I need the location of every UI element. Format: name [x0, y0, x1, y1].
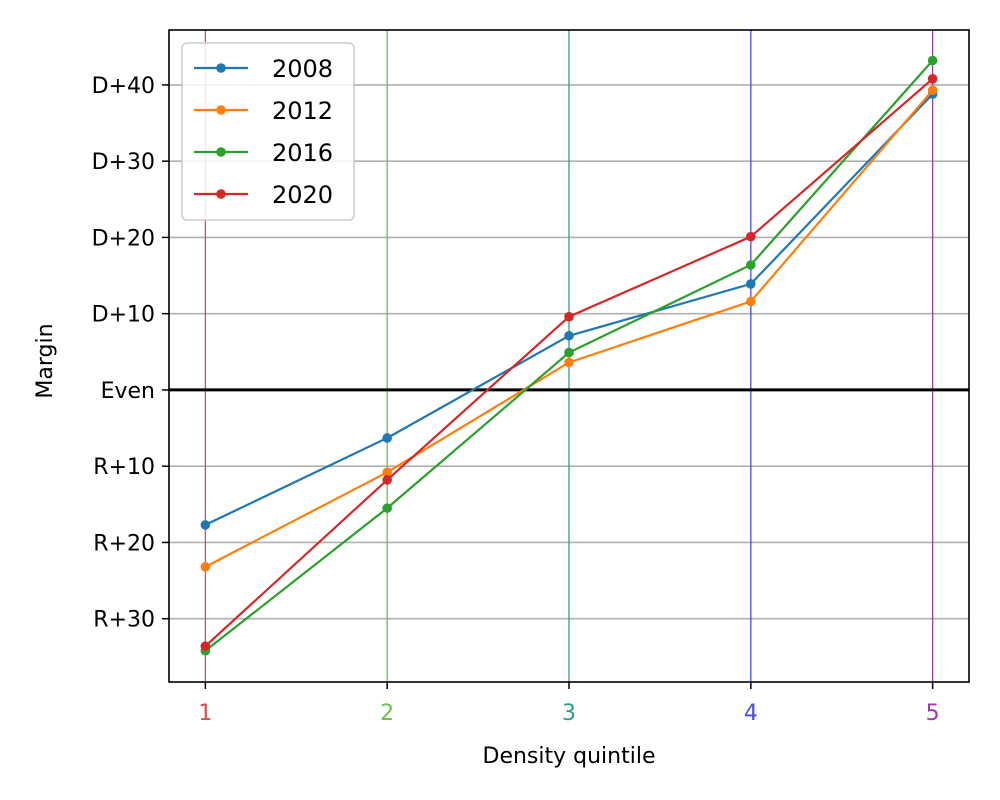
series-layer: [200, 55, 938, 656]
data-point: [200, 520, 211, 530]
x-tick-label: 5: [926, 701, 940, 726]
legend-swatch-marker: [216, 63, 226, 73]
y-tick-label: D+20: [92, 226, 155, 251]
y-axis-label: Margin: [33, 323, 58, 398]
data-point: [746, 296, 756, 307]
data-point: [564, 330, 574, 341]
data-point: [382, 467, 392, 478]
legend-box: [181, 42, 355, 221]
data-point: [382, 475, 392, 485]
legend-item: 2012: [194, 97, 333, 125]
x-axis-label: Density quintile: [483, 744, 656, 769]
data-point: [564, 357, 574, 368]
x-axis-ticks: 1 2 3 4 5: [198, 682, 940, 726]
y-tick-label: D+30: [92, 150, 155, 175]
x-tick-label: 2: [380, 701, 394, 726]
y-tick-label: R+20: [93, 531, 155, 556]
legend-item: 2016: [194, 139, 333, 167]
data-point: [927, 74, 938, 84]
x-tick-label: 3: [562, 701, 576, 726]
data-point: [382, 433, 392, 443]
x-tick-label: 1: [198, 701, 212, 726]
data-point: [927, 55, 938, 66]
y-tick-label: D+10: [92, 303, 155, 328]
legend-swatch-marker: [216, 105, 226, 115]
legend-swatch-marker: [216, 189, 226, 199]
legend-label: 2016: [272, 139, 333, 167]
legend-label: 2020: [272, 181, 333, 209]
legend-label: 2012: [272, 97, 333, 125]
data-point: [382, 503, 392, 513]
data-point: [746, 231, 756, 242]
series-2020: [200, 74, 938, 651]
data-point: [746, 279, 756, 289]
data-point: [927, 85, 938, 96]
data-point: [564, 347, 574, 358]
legend-item: 2020: [194, 181, 333, 209]
data-point: [746, 260, 756, 270]
y-tick-label: D+40: [92, 74, 155, 99]
y-tick-label: R+30: [93, 608, 155, 633]
x-tick-label: 4: [744, 701, 758, 726]
legend-swatch-marker: [216, 147, 226, 157]
y-tick-label: R+10: [93, 455, 155, 480]
y-tick-label: Even: [101, 379, 155, 404]
data-point: [564, 311, 574, 322]
data-point: [200, 641, 211, 651]
legend-item: 2008: [194, 55, 333, 83]
data-point: [200, 562, 211, 572]
series-2012: [200, 85, 938, 572]
y-axis-ticks: R+30 R+20 R+10 Even D+10 D+20 D+30 D+40: [92, 74, 169, 633]
legend: 2008 2012 2016 2020: [181, 42, 355, 221]
legend-label: 2008: [272, 55, 333, 83]
